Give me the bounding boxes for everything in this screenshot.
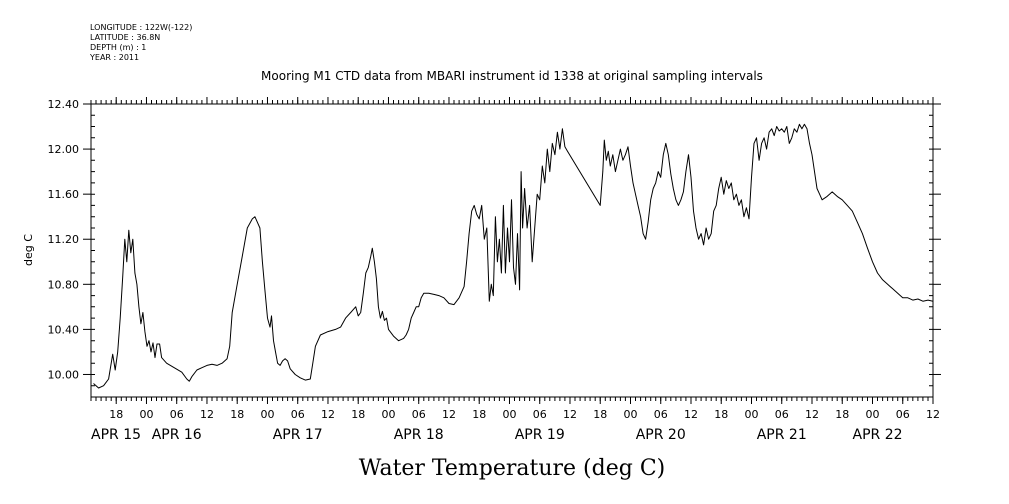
x-tick-label: 18 <box>593 408 607 421</box>
day-label: APR 21 <box>757 427 807 443</box>
x-axis-label: Water Temperature (deg C) <box>359 456 666 481</box>
plot-frame <box>90 103 934 398</box>
day-label: APR 16 <box>152 427 202 443</box>
y-tick-label: 12.00 <box>48 143 80 156</box>
chart-title: Mooring M1 CTD data from MBARI instrumen… <box>261 69 763 83</box>
x-tick-label: 12 <box>321 408 335 421</box>
x-tick-label: 00 <box>865 408 879 421</box>
x-tick-label: 00 <box>502 408 516 421</box>
x-tick-label: 06 <box>170 408 184 421</box>
day-label: APR 17 <box>273 427 323 443</box>
x-tick-label: 18 <box>472 408 486 421</box>
latitude-label: LATITUDE : 36.8N <box>90 33 160 42</box>
y-tick-label: 11.60 <box>48 188 80 201</box>
x-tick-label: 06 <box>775 408 789 421</box>
year-label: YEAR : 2011 <box>89 53 139 62</box>
temperature-series-line <box>93 123 934 389</box>
day-label: APR 18 <box>394 427 444 443</box>
longitude-label: LONGITUDE : 122W(-122) <box>90 23 192 32</box>
y-tick-label: 10.00 <box>48 368 80 381</box>
y-tick-label: 10.40 <box>48 323 80 336</box>
day-label: APR 20 <box>636 427 686 443</box>
x-tick-label: 12 <box>926 408 940 421</box>
y-tick-label: 10.80 <box>48 278 80 291</box>
y-axis-label: deg C <box>22 234 35 266</box>
x-tick-label: 12 <box>200 408 214 421</box>
x-tick-label: 00 <box>623 408 637 421</box>
x-tick-label: 00 <box>139 408 153 421</box>
x-tick-label: 06 <box>412 408 426 421</box>
x-tick-label: 06 <box>291 408 305 421</box>
x-tick-label: 18 <box>835 408 849 421</box>
minor-ticks <box>90 100 934 401</box>
y-tick-label: 11.20 <box>48 233 80 246</box>
minor-tick-marks <box>90 100 934 401</box>
x-tick-label: 18 <box>714 408 728 421</box>
x-tick-label: 00 <box>381 408 395 421</box>
x-tick-label: 06 <box>896 408 910 421</box>
x-tick-label: 12 <box>684 408 698 421</box>
day-label: APR 22 <box>853 427 903 443</box>
x-tick-label: 18 <box>230 408 244 421</box>
y-axis: 10.00 10.40 10.80 11.20 11.60 12.00 12.40 <box>48 98 941 381</box>
x-tick-label: 18 <box>351 408 365 421</box>
x-axis: 18 00 06 12 18 00 06 12 18 00 06 12 18 00 06 12 18 00 06 12… <box>91 97 940 443</box>
x-tick-label: 12 <box>442 408 456 421</box>
x-tick-label: 18 <box>109 408 123 421</box>
depth-label: DEPTH (m) : 1 <box>90 43 146 52</box>
series-group <box>93 123 934 389</box>
x-tick-label: 00 <box>260 408 274 421</box>
day-label: APR 15 <box>91 427 141 443</box>
x-tick-label: 06 <box>533 408 547 421</box>
x-tick-label: 12 <box>563 408 577 421</box>
x-tick-label: 06 <box>654 408 668 421</box>
x-tick-label: 12 <box>805 408 819 421</box>
day-label: APR 19 <box>515 427 565 443</box>
y-tick-label: 12.40 <box>48 98 80 111</box>
x-tick-label: 00 <box>744 408 758 421</box>
